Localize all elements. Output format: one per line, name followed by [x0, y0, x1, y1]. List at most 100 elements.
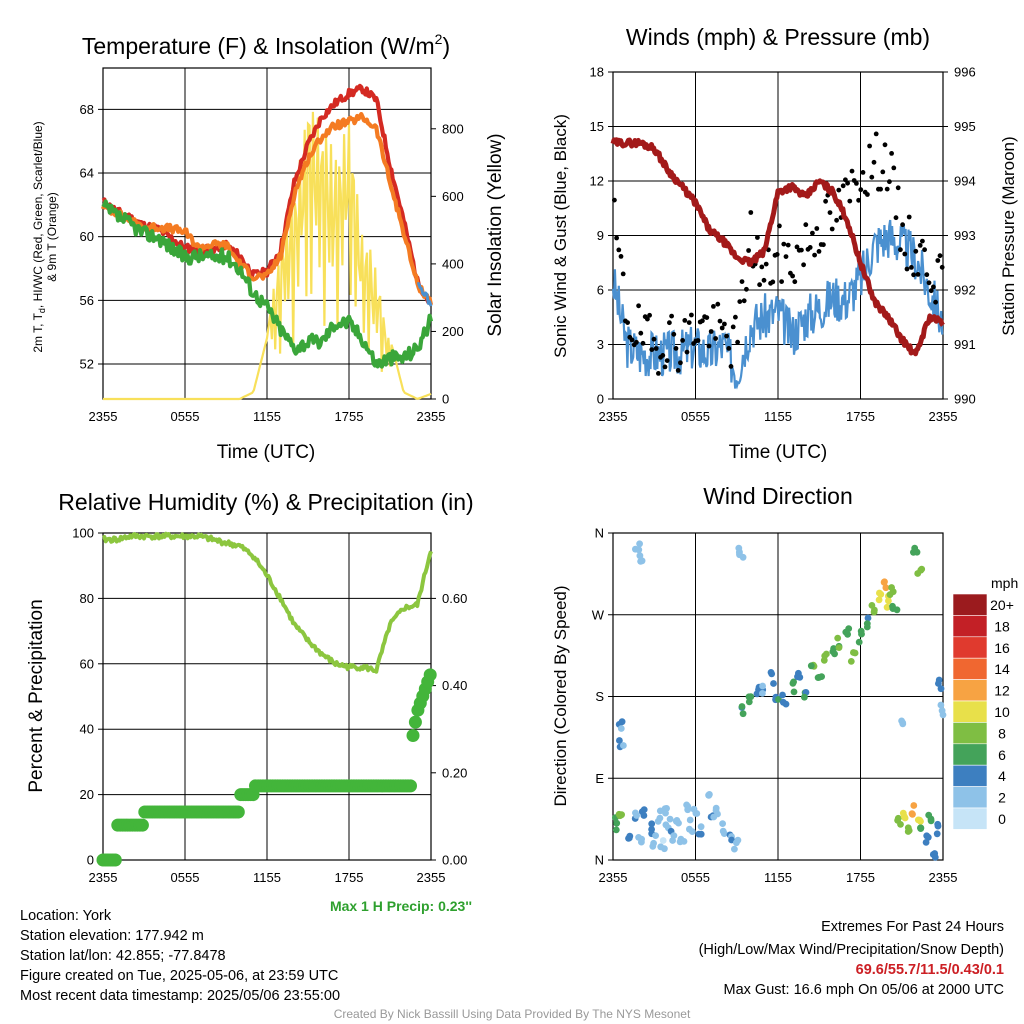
direction-point [775, 696, 782, 703]
gust-point [671, 331, 677, 337]
gust-point [871, 159, 877, 165]
y-tick-label: 64 [80, 166, 94, 181]
y2-tick-label: 0 [442, 392, 449, 407]
gust-point [647, 312, 652, 318]
y-tick-label: 18 [590, 65, 604, 80]
direction-point [759, 690, 766, 697]
direction-point [652, 832, 659, 839]
y-tick-label: 0 [87, 853, 94, 868]
direction-point [759, 682, 766, 690]
direction-point [835, 644, 843, 651]
gust-point [715, 301, 721, 307]
precip-point [423, 668, 437, 682]
gust-point [616, 247, 622, 253]
gust-point [722, 321, 727, 327]
direction-point [712, 807, 720, 814]
direction-point [821, 652, 829, 660]
gust-point [898, 247, 903, 253]
direction-point [636, 540, 643, 548]
direction-point [657, 843, 665, 851]
temp-ylabel-line1: 2m T, Td, HI/WC (Red, Green, Scarlet/Blu… [31, 121, 47, 352]
x-tick-label: 1155 [253, 409, 281, 424]
x-tick-label: 2355 [599, 870, 628, 885]
y-tick-label: E [595, 771, 604, 786]
plot-frame [102, 532, 432, 861]
gust-point [836, 187, 842, 193]
dir-ylabel: Direction (Colored By Speed) [551, 585, 570, 806]
direction-point [666, 815, 674, 823]
gust-point [612, 197, 617, 203]
gust-point [774, 252, 780, 257]
direction-point [770, 680, 777, 687]
temp-xlabel: Time (UTC) [217, 442, 316, 463]
wind-ylabel: Sonic Wind & Gust (Blue, Black) [551, 114, 570, 358]
gust-point [759, 264, 765, 270]
sonic-wind-line [611, 219, 944, 390]
direction-point [779, 691, 786, 699]
precip-point [108, 853, 122, 867]
y-tick-label: 40 [80, 722, 94, 737]
y-tick-label: 3 [597, 337, 604, 352]
gust-point [684, 349, 690, 355]
direction-point [719, 820, 726, 827]
y2-tick-label: 990 [954, 392, 976, 407]
extremes-title: Extremes For Past 24 Hours [821, 919, 1004, 935]
y2-tick-label: 992 [954, 283, 976, 298]
y-tick-label: 56 [80, 293, 94, 308]
direction-point [654, 817, 662, 825]
direction-point [937, 685, 945, 693]
gust-point [939, 264, 945, 270]
gust-point [935, 258, 941, 263]
direction-point [883, 603, 891, 611]
direction-point [692, 809, 700, 817]
direction-point [617, 725, 625, 732]
station-info: Location: York Station elevation: 177.94… [20, 906, 340, 1006]
gust-point [634, 339, 639, 345]
dir-title: Wind Direction [703, 483, 853, 509]
gust-point [730, 324, 736, 330]
y2-tick-label: 993 [954, 228, 976, 243]
direction-point [648, 820, 656, 828]
gust-point [638, 330, 644, 336]
gust-point [922, 247, 927, 253]
gust-point [704, 315, 710, 320]
legend-swatch [952, 679, 988, 702]
legend-label: 8 [998, 725, 1006, 741]
gust-point [803, 222, 809, 228]
direction-point [731, 845, 738, 853]
gust-point [757, 282, 762, 288]
direction-point [697, 830, 705, 838]
legend-label: 0 [998, 811, 1006, 827]
y2-tick-label: 0.20 [442, 765, 467, 780]
direction-point [937, 701, 945, 709]
direction-point [916, 816, 923, 824]
gust-point [649, 347, 655, 352]
precip-point [406, 729, 420, 742]
dir-panel: Wind Direction 2355 0555 1155 1755 2355 N E S W N… [551, 483, 1018, 885]
gust-point [799, 247, 804, 253]
gust-point [719, 325, 725, 331]
x-tick-label: 1755 [335, 409, 364, 424]
gust-point [678, 360, 683, 366]
direction-point [855, 638, 863, 646]
direction-point [733, 839, 740, 847]
rh-ylabel: Percent & Precipitation [26, 599, 47, 792]
direction-point [882, 584, 890, 592]
solar-insolation-line [103, 111, 432, 401]
y2-tick-label: 600 [442, 189, 464, 204]
credit-line: Created By Nick Bassill Using Data Provi… [333, 1007, 691, 1021]
direction-point [661, 805, 669, 812]
extremes-box: Extremes For Past 24 Hours (High/Low/Max… [699, 917, 1004, 1000]
y-tick-label: S [595, 689, 604, 704]
direction-point [807, 662, 815, 670]
direction-point [790, 688, 798, 696]
direction-point [683, 801, 690, 809]
legend-title: mph [991, 575, 1018, 591]
gust-point [785, 242, 791, 248]
temp-ylabel-right: Solar Insolation (Yellow) [485, 133, 506, 336]
direction-point [747, 693, 755, 701]
gust-point [640, 340, 646, 346]
gust-point [675, 368, 681, 373]
wind-xlabel: Time (UTC) [729, 442, 828, 463]
x-tick-label: 2355 [599, 409, 628, 424]
